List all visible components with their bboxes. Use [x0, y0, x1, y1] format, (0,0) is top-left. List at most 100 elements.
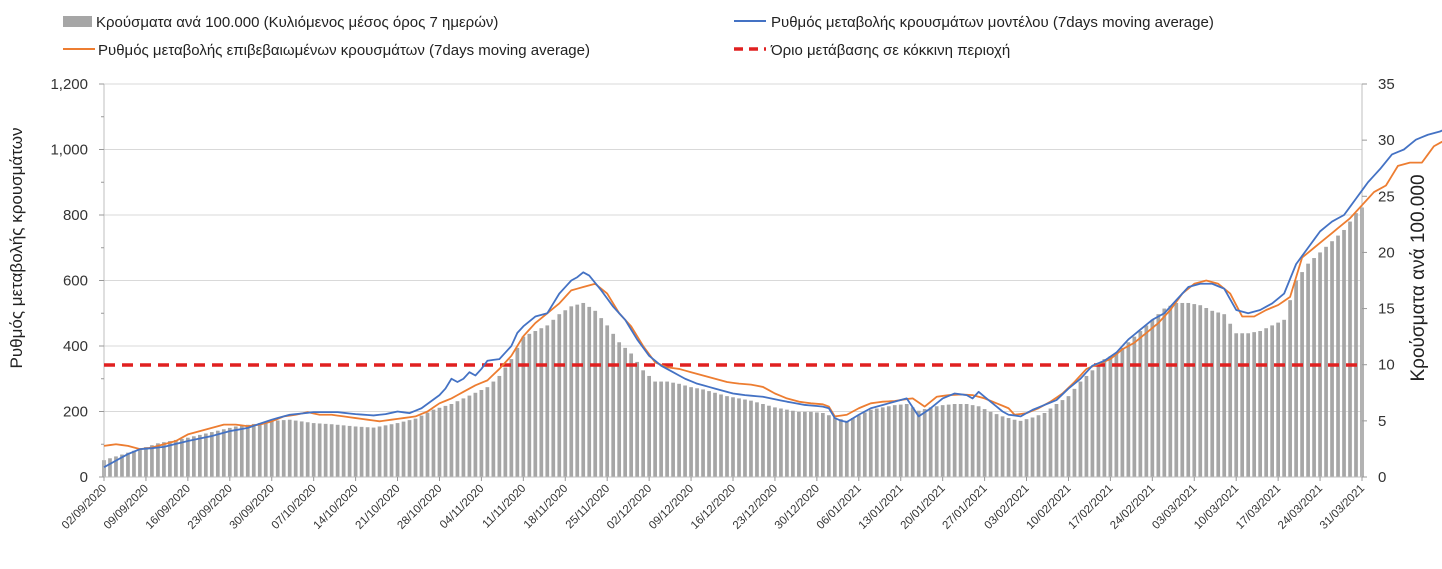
- bar: [1264, 328, 1269, 477]
- bar: [245, 424, 250, 477]
- left-tick-label: 800: [63, 207, 88, 224]
- bar: [1324, 246, 1328, 477]
- bar: [335, 424, 340, 477]
- bar: [767, 405, 771, 477]
- bar: [910, 407, 915, 477]
- gridlines: [104, 83, 1362, 412]
- bar: [1156, 314, 1161, 477]
- bar: [539, 328, 544, 477]
- bar: [1312, 258, 1316, 477]
- bar: [275, 420, 280, 477]
- bar: [1204, 308, 1209, 477]
- bar: [994, 414, 999, 477]
- bar: [1288, 300, 1292, 477]
- bar: [257, 423, 262, 477]
- bar: [898, 404, 903, 477]
- bar: [467, 395, 472, 477]
- bar: [1192, 304, 1197, 477]
- bar: [892, 405, 897, 477]
- bar: [1210, 310, 1215, 477]
- bar: [108, 458, 112, 477]
- bar: [904, 404, 909, 477]
- bar: [1096, 364, 1101, 477]
- x-tick-label: 18/11/2020: [522, 483, 571, 532]
- bar: [689, 387, 693, 477]
- bar: [725, 396, 729, 477]
- bar: [413, 418, 418, 477]
- bar: [605, 325, 610, 477]
- bar: [533, 331, 538, 477]
- bar: [305, 422, 310, 477]
- bar: [1162, 308, 1167, 477]
- bar: [1270, 325, 1274, 477]
- bar: [389, 424, 394, 477]
- bar: [455, 401, 460, 477]
- bar: [832, 417, 837, 477]
- legend-label-confirmed: Ρυθμός μεταβολής επιβεβαιωμένων κρουσμάτ…: [98, 42, 590, 59]
- bar: [1300, 272, 1304, 477]
- bar: [934, 406, 939, 477]
- bar: [677, 383, 681, 477]
- bar: [1060, 400, 1065, 477]
- bar: [186, 437, 190, 477]
- bar: [1240, 333, 1245, 477]
- bar: [287, 419, 292, 477]
- bar: [946, 404, 951, 477]
- left-tick-label: 1,200: [50, 76, 88, 93]
- right-tick-label: 30: [1378, 132, 1395, 149]
- bar: [317, 423, 322, 477]
- bar: [174, 439, 178, 477]
- x-tick-label: 28/10/2020: [395, 483, 444, 532]
- bar: [431, 409, 436, 477]
- bar: [1246, 333, 1251, 477]
- bar: [587, 306, 592, 477]
- bar: [1150, 319, 1155, 477]
- bar: [269, 420, 274, 477]
- bar: [1282, 319, 1286, 477]
- bar: [707, 391, 711, 477]
- bar: [982, 409, 987, 477]
- bar: [563, 310, 568, 477]
- bar: [1216, 312, 1221, 477]
- x-tick-label: 31/03/2021: [1318, 483, 1367, 532]
- bar: [1330, 241, 1334, 477]
- bar: [1012, 419, 1017, 477]
- bar: [311, 423, 316, 477]
- bar: [988, 411, 993, 477]
- bar: [1000, 416, 1005, 477]
- model-line: [103, 129, 1442, 468]
- bar: [329, 424, 334, 477]
- bar: [1108, 356, 1113, 477]
- bar: [156, 443, 160, 477]
- bar: [922, 409, 927, 477]
- bar: [1276, 322, 1280, 477]
- bar: [611, 333, 616, 477]
- bar: [1054, 404, 1059, 477]
- bar: [1342, 229, 1346, 477]
- bar: [503, 367, 508, 477]
- bar: [856, 415, 861, 477]
- bar: [401, 421, 406, 477]
- bar: [701, 389, 705, 477]
- bar: [862, 412, 867, 477]
- bar: [695, 388, 699, 477]
- bar: [797, 411, 801, 477]
- bar: [197, 434, 202, 477]
- bar: [599, 318, 604, 477]
- right-axis-title: Κρούσματα ανά 100.000: [1408, 174, 1429, 381]
- bar: [144, 447, 148, 477]
- bar: [838, 419, 843, 477]
- bar: [719, 394, 723, 477]
- bar: [323, 423, 328, 477]
- bar: [1084, 375, 1089, 477]
- bar: [581, 302, 586, 477]
- bar: [209, 432, 214, 477]
- bar: [251, 423, 256, 477]
- bar: [1078, 381, 1083, 477]
- bar: [485, 387, 490, 477]
- legend: Κρούσματα ανά 100.000 (Κυλιόμενος μέσος …: [63, 14, 1214, 59]
- bar: [1258, 331, 1263, 477]
- bar: [964, 404, 969, 477]
- bar: [192, 436, 196, 477]
- bar: [1120, 347, 1125, 477]
